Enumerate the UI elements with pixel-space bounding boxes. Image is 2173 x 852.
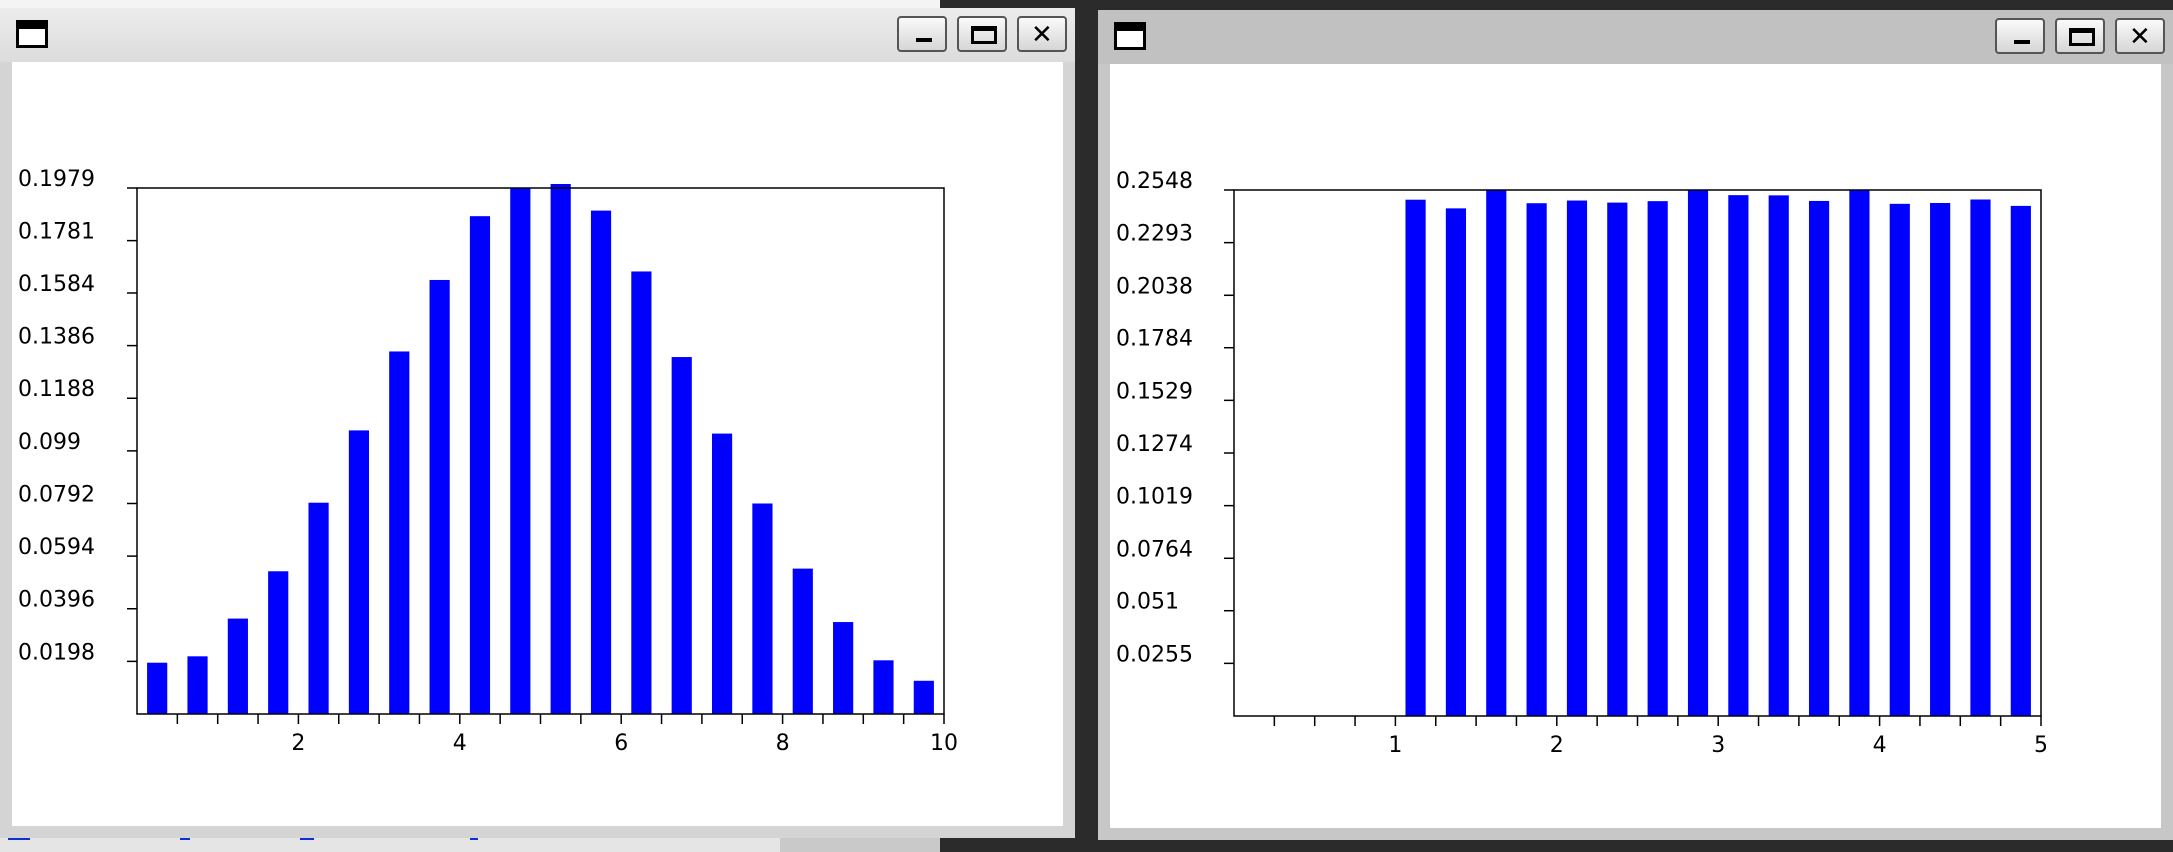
y-tick-label: 0.099 [18,430,81,455]
bar [1808,200,1830,716]
x-tick-label: 6 [614,731,628,756]
bar [671,357,692,714]
bar [833,622,854,714]
bar [1445,208,1467,716]
bar [469,216,491,714]
title-bar[interactable]: ✕ [0,8,1075,62]
bar-chart: 1 2 3 4 5 0.0255 0.051 0.0764 0.1019 0.1274 0.1529… [1116,169,2048,758]
y-tick-label: 0.2293 [1116,222,1193,247]
bar [752,503,773,714]
maximize-icon [2069,28,2095,46]
y-tick-label: 0.1019 [1116,485,1193,510]
bar [792,568,813,714]
x-tick-label: 2 [291,731,305,756]
plot-window-right[interactable]: ✕ 1 2 3 4 5 0.0255 0.051 0.0764 0.1019 0.1274 0.15… [1098,10,2173,840]
bar [1930,203,1951,716]
bar [550,184,571,714]
x-tick-label: 4 [453,731,467,756]
bar [348,430,370,714]
y-tick-label: 0.2548 [1116,169,1193,194]
y-tick-label: 0.1529 [1116,379,1193,404]
bar [1647,201,1668,716]
window-icon[interactable] [16,20,48,48]
plot-frame [136,187,945,715]
fragment-mark [300,836,314,840]
minimize-icon [2014,40,2030,44]
y-tick-label: 0.0792 [18,482,95,507]
y-tick-label: 0.1784 [1116,327,1193,352]
bar [1687,190,1709,716]
y-tick-label: 0.1584 [18,272,95,297]
bar [1566,200,1588,716]
close-icon: ✕ [2129,22,2151,52]
y-tick-label: 0.0396 [18,588,95,613]
window-icon[interactable] [1114,22,1146,50]
y-tick-label: 0.0198 [18,640,95,665]
bar [913,680,934,714]
bar [187,656,208,714]
y-tick-label: 0.1274 [1116,432,1193,457]
fragment-mark [8,836,30,840]
bar-chart: 2 4 6 8 10 0.0198 0.0396 0.0594 0.0792 0.099 0.118… [18,167,958,756]
bar [227,618,248,714]
x-tick-label: 4 [1873,733,1887,758]
y-tick-label: 0.051 [1116,590,1179,615]
x-tick-label: 8 [776,731,790,756]
bar [711,433,733,714]
y-tick-label: 0.0594 [18,535,95,560]
x-tick-label: 5 [2034,733,2048,758]
minimize-icon [916,38,932,42]
bar [1526,203,1547,717]
close-button[interactable]: ✕ [2115,18,2165,54]
bar [1607,202,1628,716]
bar [1405,199,1426,716]
minimize-button[interactable] [897,16,947,52]
bar [2010,205,2031,716]
bar [1728,195,1749,717]
bar [268,571,289,714]
y-tick-label: 0.0764 [1116,537,1193,562]
y-tick-label: 0.1781 [18,220,95,245]
bar [389,351,410,714]
bar [510,188,531,714]
x-tick-label: 3 [1711,733,1725,758]
x-tick-label: 2 [1550,733,1564,758]
maximize-button[interactable] [2055,18,2105,54]
close-button[interactable]: ✕ [1017,16,1067,52]
close-icon: ✕ [1031,20,1053,50]
bar [308,502,329,714]
bar [1768,195,1789,717]
y-tick-label: 0.0255 [1116,642,1193,667]
bar [590,210,612,714]
bar [429,279,450,714]
bar [1486,190,1507,716]
title-bar[interactable]: ✕ [1098,10,2173,64]
y-tick-label: 0.2038 [1116,274,1193,299]
plot-frame [1233,189,2042,717]
maximize-button[interactable] [957,16,1007,52]
maximize-icon [971,26,997,44]
bar [873,660,894,714]
bar [631,271,652,714]
minimize-button[interactable] [1995,18,2045,54]
bar [1970,199,1991,716]
x-tick-label: 1 [1388,733,1402,758]
fragment-mark [180,836,190,840]
y-tick-label: 0.1386 [18,325,95,350]
bar [1849,190,1870,716]
fragment-mark [470,836,478,840]
plot-window-left[interactable]: ✕ 2 4 6 8 10 0.0198 0.0396 0.0594 0.0792 0.099 0.1… [0,8,1075,838]
bar [147,662,168,714]
y-tick-label: 0.1188 [18,377,95,402]
x-tick-label: 10 [930,731,958,756]
y-tick-label: 0.1979 [18,167,95,192]
bar [1889,203,1910,716]
